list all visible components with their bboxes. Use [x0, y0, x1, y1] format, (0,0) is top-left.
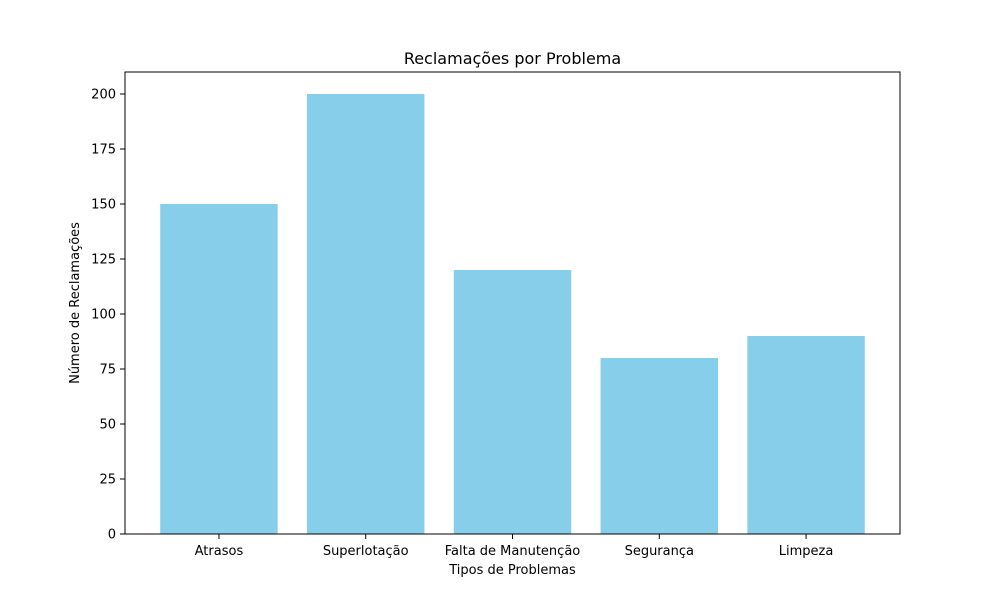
- bar-4: [747, 336, 865, 534]
- bar-2: [453, 270, 572, 534]
- x-tick-label: Superlotação: [323, 544, 409, 559]
- x-tick-label: Limpeza: [779, 544, 834, 559]
- y-tick-label: 0: [108, 528, 116, 543]
- y-tick-label: 75: [99, 363, 116, 378]
- y-tick-label: 200: [91, 88, 116, 103]
- y-axis-ticks: 0 25 50 75 100 125 150 175 200: [91, 88, 125, 543]
- x-tick-label: Falta de Manutenção: [445, 544, 581, 559]
- x-tick-label: Atrasos: [195, 544, 244, 559]
- x-axis-ticks: Atrasos Superlotação Falta de Manutenção Se…: [195, 534, 834, 559]
- y-tick-label: 175: [91, 143, 116, 158]
- plot-frame: [124, 71, 901, 535]
- y-tick-label: 50: [99, 418, 116, 433]
- x-axis-label: Tipos de Problemas: [448, 563, 576, 578]
- bar-3: [600, 358, 718, 534]
- bar-1: [307, 94, 425, 534]
- y-tick-label: 100: [91, 308, 116, 323]
- y-tick-label: 25: [99, 473, 116, 488]
- x-tick-label: Segurança: [625, 544, 694, 559]
- y-axis-label: Número de Reclamações: [68, 222, 83, 384]
- bar-0: [160, 204, 278, 534]
- y-tick-label: 150: [91, 198, 116, 213]
- chart-title: Reclamações por Problema: [404, 49, 621, 68]
- y-tick-label: 125: [91, 253, 116, 268]
- bars-layer: [160, 94, 865, 534]
